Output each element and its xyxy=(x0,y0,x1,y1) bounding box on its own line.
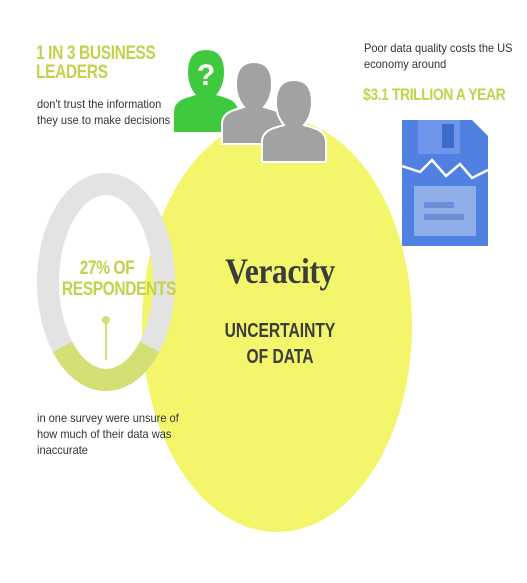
person-silhouette-icon: ? xyxy=(174,50,238,132)
cost-description: Poor data quality costs the US economy a… xyxy=(364,40,520,72)
leaders-headline-line1: 1 IN 3 BUSINESS xyxy=(36,43,156,64)
veracity-subtitle: UNCERTAINTY OF DATA xyxy=(210,318,350,370)
survey-description: in one survey were unsure of how much of… xyxy=(37,410,193,458)
cost-desc-line2: economy around xyxy=(364,57,447,71)
survey-desc-line2: how much of their data was xyxy=(37,427,172,441)
cost-desc-line1: Poor data quality costs the US xyxy=(364,41,513,55)
ring-pointer-dot xyxy=(102,316,110,324)
leaders-desc-line1: don't trust the information xyxy=(37,97,162,111)
leaders-headline-line2: LEADERS xyxy=(36,62,108,83)
cost-value: $3.1 TRILLION A YEAR xyxy=(363,85,506,104)
leaders-description: don't trust the information they use to … xyxy=(37,96,212,128)
people-group: ? xyxy=(170,40,330,170)
respondents-ring xyxy=(36,172,176,392)
leaders-headline: 1 IN 3 BUSINESS LEADERS xyxy=(36,43,156,83)
subtitle-line2: OF DATA xyxy=(246,346,314,368)
subtitle-line1: UNCERTAINTY xyxy=(224,320,336,342)
respondents-headline-line1: 27% OF xyxy=(79,258,135,279)
survey-desc-line3: inaccurate xyxy=(37,443,88,457)
respondents-headline-line2: RESPONDENTS xyxy=(61,279,177,300)
veracity-title: Veracity xyxy=(225,251,335,291)
ring-fill xyxy=(52,341,160,391)
question-mark-icon: ? xyxy=(197,59,215,92)
survey-desc-line1: in one survey were unsure of xyxy=(37,411,179,425)
broken-floppy-disk-icon xyxy=(401,120,489,246)
respondents-headline: 27% OF RESPONDENTS xyxy=(61,258,177,300)
person-silhouette-icon xyxy=(221,60,287,145)
person-silhouette-icon xyxy=(261,78,327,163)
veracity-circle xyxy=(142,118,412,532)
leaders-desc-line2: they use to make decisions xyxy=(37,113,171,127)
